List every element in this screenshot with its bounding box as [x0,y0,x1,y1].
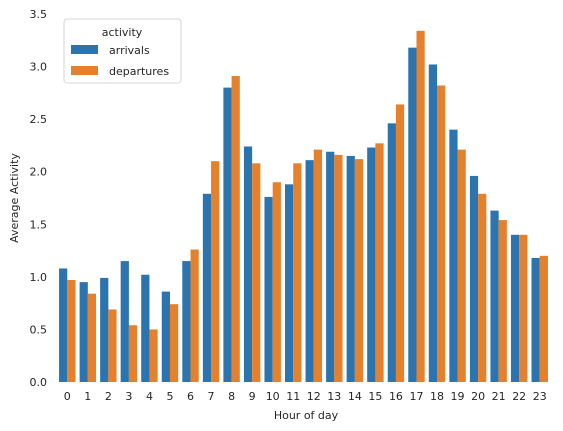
bar-departures-21 [498,220,507,382]
bar-departures-10 [272,182,281,382]
bar-arrivals-22 [510,234,520,382]
bar-departures-13 [334,154,343,382]
bar-departures-8 [231,76,240,382]
bar-departures-11 [293,163,302,382]
bar-departures-22 [519,234,528,382]
y-tick-label: 3.5 [30,8,48,21]
x-tick-label: 8 [228,390,235,403]
bar-arrivals-16 [387,123,396,382]
bar-arrivals-9 [243,146,253,382]
bar-departures-12 [313,149,322,382]
bar-arrivals-10 [264,196,273,382]
bar-arrivals-2 [100,277,109,382]
bars-layer [59,30,548,383]
legend-label-arrivals: arrivals [109,44,150,57]
y-tick-label: 1.0 [30,271,48,284]
bar-arrivals-19 [449,129,458,382]
x-tick-label: 4 [146,390,153,403]
y-tick-label: 0.0 [30,376,48,389]
bar-departures-6 [190,249,199,382]
bar-arrivals-11 [285,184,294,382]
x-tick-label: 6 [187,390,194,403]
bar-arrivals-3 [120,261,129,382]
y-tick-label: 2.0 [30,166,48,179]
x-tick-label: 14 [348,390,362,403]
x-tick-label: 18 [430,390,444,403]
legend: activity arrivals departures [63,18,182,84]
y-tick-labels: 0.0 0.5 1.0 1.5 2.0 2.5 3.0 3.5 [30,8,48,389]
bar-arrivals-8 [223,87,232,382]
x-tick-label: 16 [389,390,403,403]
y-tick-label: 3.0 [30,61,48,74]
x-axis-label: Hour of day [274,409,339,422]
bar-arrivals-1 [79,282,88,382]
bar-arrivals-5 [161,291,170,382]
x-tick-label: 1 [84,390,91,403]
bar-departures-0 [67,280,76,382]
x-tick-label: 22 [512,390,526,403]
bar-departures-14 [354,159,364,382]
bar-arrivals-6 [182,261,191,382]
x-tick-label: 5 [166,390,173,403]
bar-arrivals-4 [141,274,150,382]
bar-departures-20 [478,193,487,382]
x-tick-label: 11 [286,390,300,403]
bar-departures-5 [169,304,179,382]
bar-arrivals-13 [326,151,335,382]
bar-arrivals-18 [428,64,438,382]
bar-departures-23 [539,255,548,382]
bar-arrivals-21 [490,210,499,382]
y-tick-label: 0.5 [30,323,48,336]
bar-arrivals-14 [346,155,355,382]
bar-departures-2 [108,309,117,382]
bar-departures-7 [211,161,220,382]
bar-arrivals-7 [202,193,212,382]
x-tick-label: 7 [208,390,215,403]
bar-departures-18 [437,85,446,382]
y-axis-label: Average Activity [8,153,21,243]
bar-arrivals-20 [469,175,479,382]
bar-departures-16 [395,104,405,383]
y-tick-label: 2.5 [30,113,48,126]
x-tick-label: 9 [249,390,256,403]
x-tick-label: 12 [307,390,321,403]
x-tick-labels: 0 1 2 3 4 5 6 7 8 9 10 11 12 13 14 15 16 17 18 19 20 21 22 23 [64,390,547,403]
x-tick-label: 21 [492,390,506,403]
legend-label-departures: departures [109,65,169,78]
x-tick-label: 17 [409,390,423,403]
legend-swatch-departures [71,66,98,75]
bar-departures-1 [87,293,97,382]
bar-departures-19 [457,149,466,382]
x-tick-label: 23 [533,390,547,403]
x-tick-label: 2 [105,390,112,403]
bar-departures-4 [149,329,158,382]
x-tick-label: 0 [64,390,71,403]
x-tick-label: 20 [471,390,485,403]
x-tick-label: 13 [327,390,341,403]
legend-title: activity [102,26,143,39]
bar-departures-3 [128,325,138,382]
x-tick-label: 15 [368,390,382,403]
x-tick-label: 10 [266,390,280,403]
y-tick-label: 1.5 [30,218,48,231]
x-tick-label: 3 [125,390,132,403]
bar-arrivals-12 [305,160,314,382]
legend-swatch-arrivals [71,45,98,54]
bar-arrivals-23 [531,257,540,382]
x-tick-label: 19 [451,390,465,403]
bar-departures-15 [375,143,384,382]
bar-departures-17 [416,30,425,382]
bar-arrivals-15 [367,147,376,382]
bar-arrivals-0 [59,268,68,382]
bar-departures-9 [252,163,261,382]
bar-arrivals-17 [408,47,417,383]
